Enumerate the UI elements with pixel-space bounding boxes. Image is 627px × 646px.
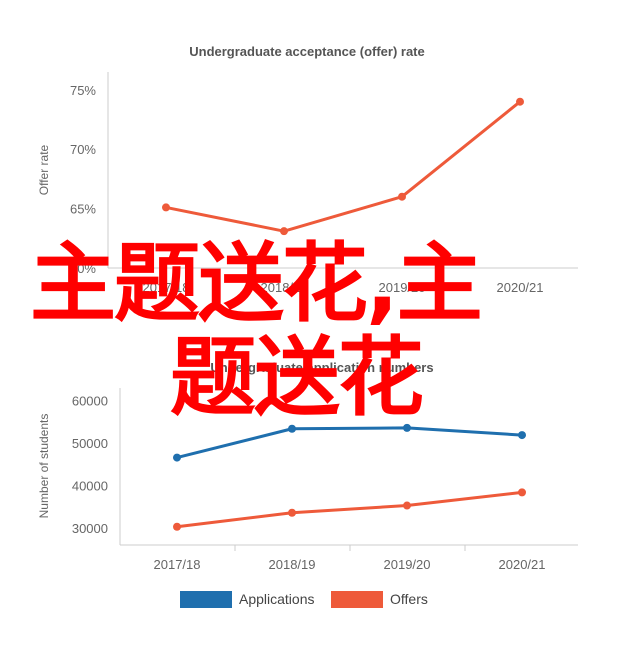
overlay-watermark-line1: 主题送花,主 xyxy=(30,234,483,334)
chart2-y-tick-label: 50000 xyxy=(72,436,108,451)
chart1-y-tick-label: 75% xyxy=(70,83,96,98)
chart2-x-tick-label: 2019/20 xyxy=(384,557,431,572)
chart2-series-line-1 xyxy=(176,490,523,529)
chart1-data-point[interactable] xyxy=(516,97,524,106)
chart2-data-point[interactable] xyxy=(518,431,526,440)
chart2-y-tick-label: 40000 xyxy=(72,479,108,494)
legend-label-applications[interactable]: Applications xyxy=(239,591,315,607)
chart2-y-tick-label: 60000 xyxy=(72,394,108,409)
chart2-data-point[interactable] xyxy=(403,423,411,432)
chart1-data-point[interactable] xyxy=(162,203,170,212)
chart1-y-tick-label: 60% xyxy=(70,261,96,276)
chart1-title: Undergraduate acceptance (offer) rate xyxy=(189,44,425,59)
chart1-y-tick-label: 70% xyxy=(70,142,96,157)
legend-label-offers[interactable]: Offers xyxy=(390,591,428,607)
chart2-x-tick-label: 2018/19 xyxy=(269,557,316,572)
chart2-data-point[interactable] xyxy=(288,424,296,433)
chart1-data-point[interactable] xyxy=(280,227,288,236)
chart2-x-tick-label: 2017/18 xyxy=(154,557,201,572)
chart2-y-tick-label: 30000 xyxy=(72,521,108,536)
legend-swatch-applications[interactable] xyxy=(180,591,232,608)
chart1-x-tick-label: 2017/18 xyxy=(143,280,190,295)
chart2-x-tick-label: 2020/21 xyxy=(499,557,546,572)
chart1-x-tick-label: 2019/20 xyxy=(379,280,426,295)
chart2-title: Undergraduate application numbers xyxy=(210,360,433,375)
chart2-data-point[interactable] xyxy=(518,488,526,497)
chart2-data-point[interactable] xyxy=(288,508,296,517)
chart1-y-axis-title: Offer rate xyxy=(37,144,51,195)
chart-acceptance-rate: Undergraduate acceptance (offer) rate Of… xyxy=(37,44,578,295)
chart1-y-tick-label: 65% xyxy=(70,202,96,217)
chart1-series-line-0 xyxy=(165,100,521,233)
legend-swatch-offers[interactable] xyxy=(331,591,383,608)
chart2-data-point[interactable] xyxy=(403,501,411,510)
overlay-watermark-line2: 题送花 xyxy=(170,328,424,428)
chart1-x-tick-label: 2018/19 xyxy=(261,280,308,295)
chart-application-numbers: Undergraduate application numbers Number… xyxy=(37,360,578,608)
chart1-data-point[interactable] xyxy=(398,192,406,201)
chart2-data-point[interactable] xyxy=(173,522,181,531)
chart2-series-line-0 xyxy=(176,426,523,460)
chart2-data-point[interactable] xyxy=(173,453,181,462)
chart1-x-tick-label: 2020/21 xyxy=(497,280,544,295)
chart2-y-axis-title: Number of students xyxy=(37,414,51,519)
